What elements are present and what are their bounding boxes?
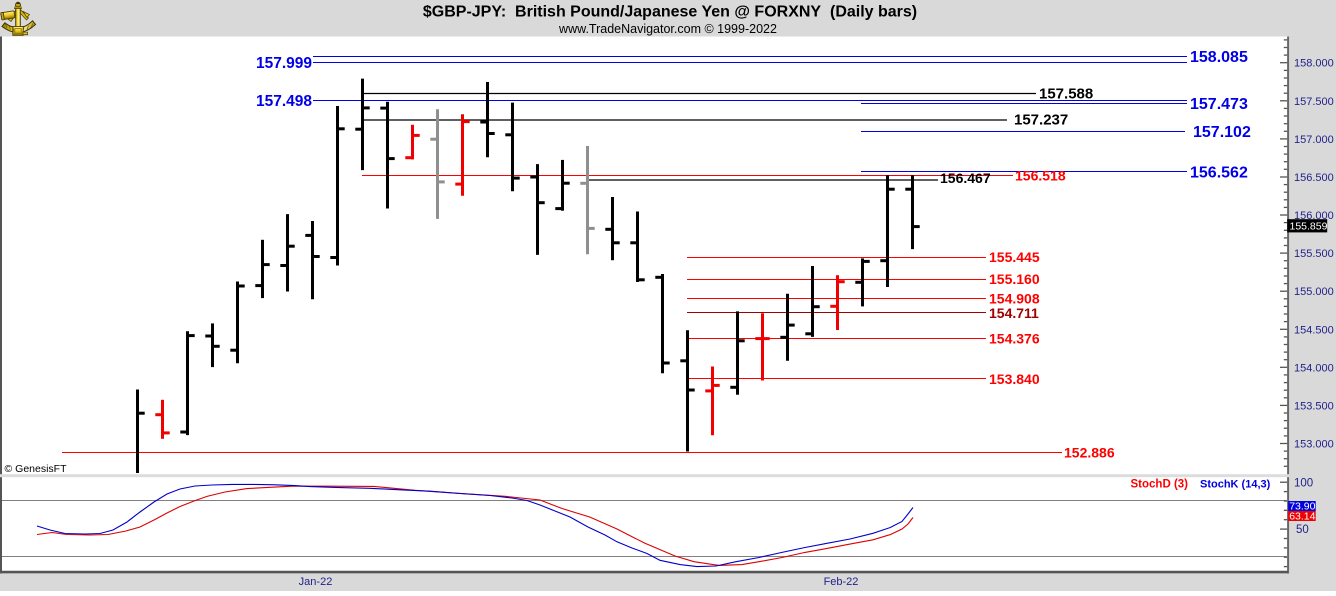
svg-text:155.160: 155.160 xyxy=(989,271,1040,287)
svg-text:156.467: 156.467 xyxy=(940,170,991,186)
svg-text:$GBP-JPY: British Pound/Japan: $GBP-JPY: British Pound/Japanese Yen @ F… xyxy=(423,3,917,20)
svg-text:155.859: 155.859 xyxy=(1290,221,1328,233)
svg-text:154.908: 154.908 xyxy=(989,290,1040,306)
svg-text:www.TradeNavigator.com © 1999-: www.TradeNavigator.com © 1999-2022 xyxy=(558,22,777,36)
svg-text:Feb-22: Feb-22 xyxy=(824,576,859,588)
svg-text:157.999: 157.999 xyxy=(256,55,312,72)
svg-text:158.085: 158.085 xyxy=(1190,49,1248,66)
svg-text:157.473: 157.473 xyxy=(1190,96,1248,113)
svg-text:155.445: 155.445 xyxy=(989,249,1040,265)
svg-text:StochD (3): StochD (3) xyxy=(1131,479,1189,491)
svg-text:153.000: 153.000 xyxy=(1294,439,1334,451)
svg-text:153.500: 153.500 xyxy=(1294,400,1334,412)
svg-text:154.500: 154.500 xyxy=(1294,324,1334,336)
svg-text:StochK (14,3): StochK (14,3) xyxy=(1200,479,1271,491)
svg-text:157.237: 157.237 xyxy=(1014,111,1068,128)
svg-text:157.498: 157.498 xyxy=(256,93,312,110)
svg-text:153.840: 153.840 xyxy=(989,371,1040,387)
svg-text:63.14: 63.14 xyxy=(1289,510,1315,522)
svg-text:154.000: 154.000 xyxy=(1294,362,1334,374)
svg-text:156.000: 156.000 xyxy=(1294,210,1334,222)
svg-text:156.518: 156.518 xyxy=(1015,168,1066,184)
svg-text:157.102: 157.102 xyxy=(1193,124,1251,141)
svg-text:156.500: 156.500 xyxy=(1294,172,1334,184)
svg-text:152.886: 152.886 xyxy=(1064,444,1115,460)
svg-text:156.562: 156.562 xyxy=(1190,165,1248,182)
svg-text:157.500: 157.500 xyxy=(1294,96,1334,108)
svg-text:100: 100 xyxy=(1294,477,1313,489)
svg-text:73.90: 73.90 xyxy=(1289,500,1315,512)
svg-text:155.500: 155.500 xyxy=(1294,248,1334,260)
svg-text:Jan-22: Jan-22 xyxy=(299,576,333,588)
svg-text:157.588: 157.588 xyxy=(1039,85,1093,102)
svg-text:50: 50 xyxy=(1296,524,1309,536)
svg-text:158.000: 158.000 xyxy=(1294,58,1334,70)
svg-text:155.000: 155.000 xyxy=(1294,286,1334,298)
svg-text:154.376: 154.376 xyxy=(989,331,1040,347)
svg-text:154.711: 154.711 xyxy=(989,305,1039,321)
svg-text:157.000: 157.000 xyxy=(1294,134,1334,146)
svg-text:© GenesisFT: © GenesisFT xyxy=(5,463,68,475)
